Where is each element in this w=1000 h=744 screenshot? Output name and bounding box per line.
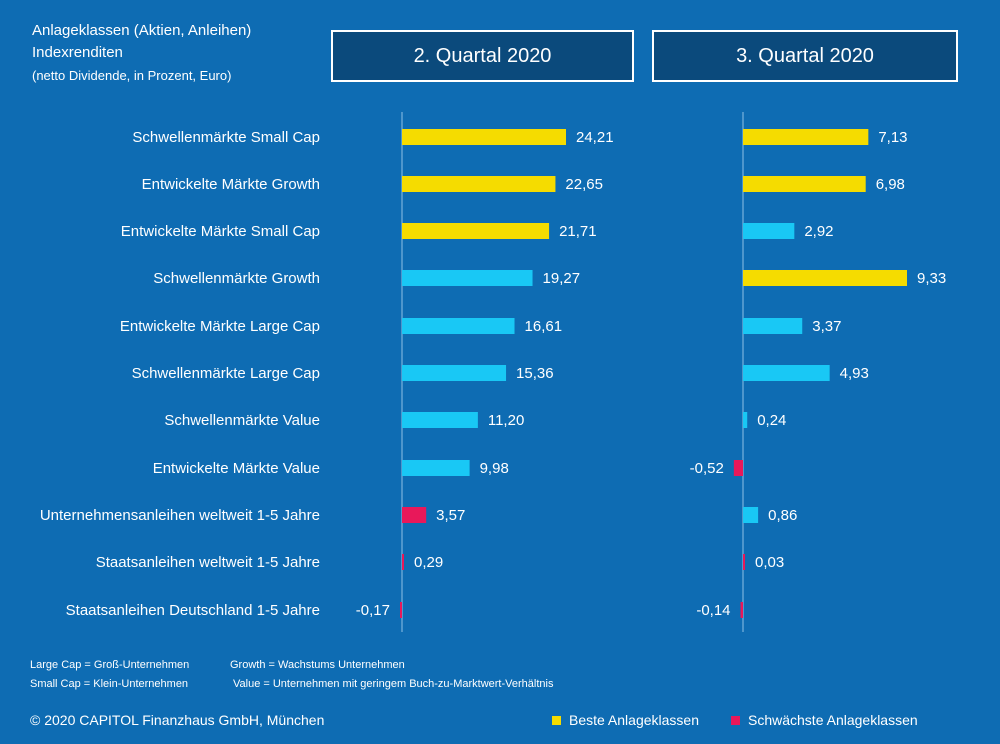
legend-label-best: Beste Anlageklassen: [569, 712, 699, 728]
bar-q3: [743, 507, 759, 523]
category-label: Staatsanleihen Deutschland 1-5 Jahre: [65, 602, 320, 619]
value-label-q2: 11,20: [488, 412, 524, 429]
category-label: Schwellenmärkte Small Cap: [132, 129, 320, 146]
value-label-q2: 16,61: [525, 318, 563, 335]
category-label: Entwickelte Märkte Large Cap: [119, 318, 320, 335]
footnote-small-cap: Small Cap = Klein-Unternehmen: [30, 678, 189, 690]
chart-subtitle: Indexrenditen: [32, 44, 123, 61]
value-label-q3: 9,33: [917, 270, 946, 287]
legend-item-best: Beste Anlageklassen: [552, 712, 699, 728]
bar-q3: [743, 554, 745, 570]
legend-swatch-best: [552, 715, 561, 725]
footnote-growth: Growth = Wachstums Unternehmen: [230, 659, 405, 671]
value-label-q2: 3,57: [436, 507, 465, 524]
legend-label-worst: Schwächste Anlageklassen: [748, 712, 918, 728]
copyright: © 2020 CAPITOL Finanzhaus GmbH, München: [30, 712, 325, 728]
value-label-q2: 15,36: [516, 365, 554, 382]
value-label-q3: 2,92: [804, 223, 833, 240]
bar-q2: [402, 129, 566, 145]
chart-title: Anlageklassen (Aktien, Anleihen): [32, 22, 252, 39]
category-label: Staatsanleihen weltweit 1-5 Jahre: [95, 554, 320, 571]
bar-q2: [402, 176, 556, 192]
bar-q2: [402, 507, 427, 523]
category-label: Schwellenmärkte Growth: [153, 270, 320, 287]
value-label-q2: 19,27: [543, 270, 581, 287]
bar-q3: [743, 129, 869, 145]
bar-q3: [743, 412, 748, 428]
bar-q3: [743, 365, 830, 381]
category-label: Schwellenmärkte Value: [164, 412, 320, 429]
category-label: Schwellenmärkte Large Cap: [131, 365, 320, 382]
bar-q3: [743, 270, 907, 286]
bar-q3: [743, 176, 866, 192]
footnote-value: Value = Unternehmen mit geringem Buch-zu…: [233, 678, 554, 690]
legend-item-worst: Schwächste Anlageklassen: [731, 712, 918, 728]
value-label-q3: 4,93: [840, 365, 869, 382]
legend-swatch-worst: [731, 715, 740, 725]
category-label: Entwickelte Märkte Value: [152, 460, 320, 477]
chart-unit-note: (netto Dividende, in Prozent, Euro): [32, 68, 232, 83]
category-label: Unternehmensanleihen weltweit 1-5 Jahre: [39, 507, 320, 524]
value-label-q3: 7,13: [878, 129, 907, 146]
value-label-q2: 0,29: [414, 554, 443, 571]
value-label-q2: 21,71: [559, 223, 597, 240]
value-label-q3: 3,37: [812, 318, 841, 335]
value-label-q2: -0,17: [356, 602, 390, 619]
bar-q3: [743, 318, 803, 334]
value-label-q3: 0,03: [755, 554, 784, 571]
bar-q2: [402, 365, 507, 381]
bar-q2: [402, 412, 478, 428]
value-label-q2: 22,65: [565, 176, 603, 193]
bar-q2: [402, 223, 550, 239]
bar-q3: [740, 602, 743, 618]
bar-q2: [400, 602, 402, 618]
value-label-q3: -0,14: [696, 602, 730, 619]
panel-title-q3: 3. Quartal 2020: [652, 30, 958, 82]
value-label-q3: -0,52: [690, 460, 724, 477]
bar-q2: [402, 460, 470, 476]
bar-q3: [733, 460, 743, 476]
value-label-q2: 24,21: [576, 129, 614, 146]
value-label-q3: 0,86: [768, 507, 797, 524]
panel-title-q2: 2. Quartal 2020: [331, 30, 634, 82]
bar-q2: [402, 270, 533, 286]
category-label: Entwickelte Märkte Growth: [141, 176, 320, 193]
bar-q2: [402, 318, 515, 334]
category-label: Entwickelte Märkte Small Cap: [120, 223, 320, 240]
value-label-q3: 0,24: [757, 412, 786, 429]
footnote-large-cap: Large Cap = Groß-Unternehmen: [30, 659, 190, 671]
bar-q2: [402, 554, 404, 570]
value-label-q2: 9,98: [480, 460, 509, 477]
value-label-q3: 6,98: [876, 176, 905, 193]
bar-q3: [743, 223, 795, 239]
